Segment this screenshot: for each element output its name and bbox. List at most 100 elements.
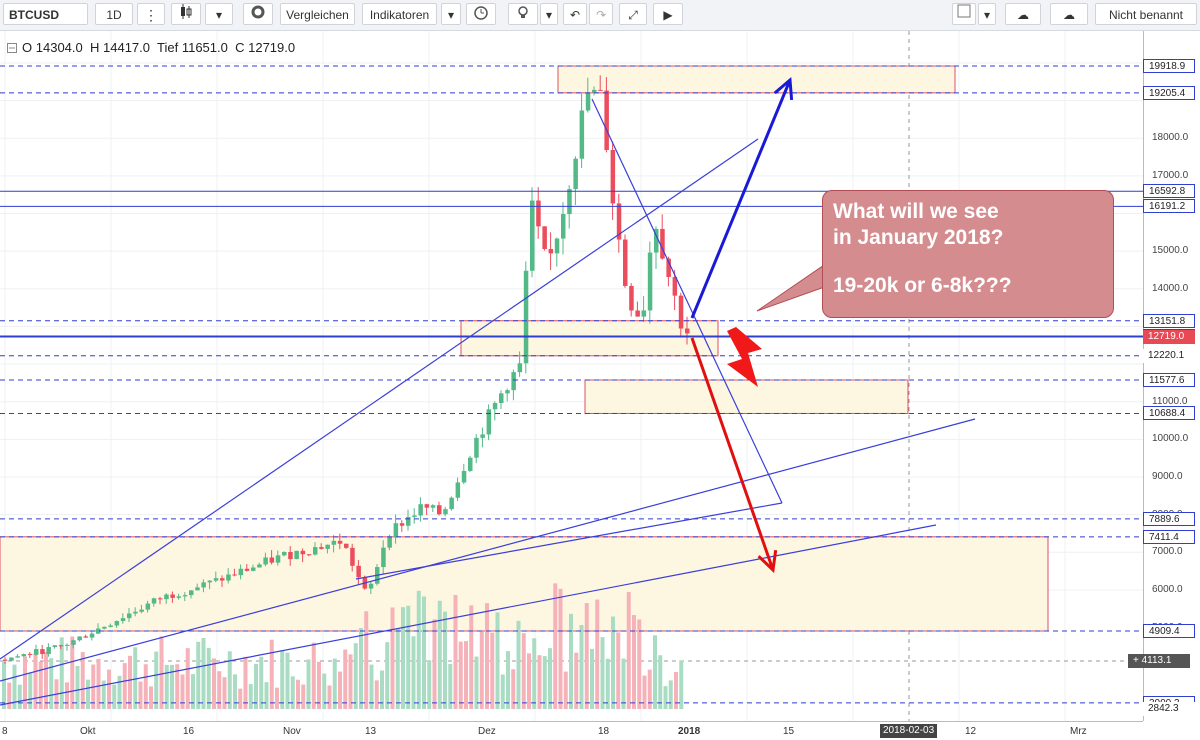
volume-bar bbox=[107, 669, 111, 709]
chevron-down-icon[interactable]: ▾ bbox=[978, 3, 996, 25]
cloud-download-icon[interactable]: ☁ bbox=[1005, 3, 1041, 25]
fullscreen-icon[interactable]: ⤢ bbox=[619, 3, 647, 25]
interval-dropdown-icon[interactable]: ⋮ bbox=[137, 3, 165, 25]
candle-body bbox=[331, 540, 337, 545]
volume-bar bbox=[626, 592, 631, 709]
gear-icon[interactable] bbox=[243, 3, 273, 25]
volume-bar bbox=[647, 669, 652, 709]
date-tick-label: 15 bbox=[783, 726, 795, 737]
candle-body bbox=[164, 594, 169, 600]
volume-bar bbox=[2, 662, 6, 709]
candle-body bbox=[505, 390, 510, 394]
candle-body bbox=[678, 295, 684, 329]
volume-bar bbox=[138, 681, 143, 709]
price-level-label: 10688.4 bbox=[1143, 406, 1195, 421]
volume-bar bbox=[122, 663, 127, 709]
volume-bar bbox=[511, 669, 516, 709]
candle-body bbox=[480, 434, 485, 438]
symbol-collapse-icon[interactable] bbox=[7, 43, 17, 53]
volume-bar bbox=[143, 664, 148, 709]
cloud-upload-icon[interactable]: ☁ bbox=[1050, 3, 1088, 25]
volume-bar bbox=[406, 605, 411, 709]
interval-label: 1D bbox=[106, 8, 122, 22]
candle-body bbox=[182, 595, 188, 597]
date-axis[interactable]: 8 Okt 16 Nov 13 Dez 18 2018 15 2018-02-03 12 Mrz bbox=[0, 721, 1143, 740]
callout-pointer bbox=[756, 260, 831, 312]
volume-bar bbox=[348, 654, 353, 709]
candle-body bbox=[430, 505, 436, 508]
volume-bar bbox=[485, 603, 489, 709]
volume-bar bbox=[280, 650, 285, 709]
color-square-icon[interactable] bbox=[952, 3, 976, 25]
interval-button[interactable]: 1D bbox=[95, 3, 133, 25]
candle-body bbox=[629, 285, 634, 311]
candle-body bbox=[34, 649, 39, 655]
volume-bar bbox=[553, 583, 558, 709]
candle-body bbox=[523, 270, 529, 364]
volume-bar bbox=[17, 684, 22, 709]
volume-bar bbox=[222, 677, 227, 709]
undo-icon[interactable]: ↶ bbox=[563, 3, 587, 25]
trend-line bbox=[0, 418, 976, 682]
volume-bar bbox=[679, 660, 684, 709]
candle-body bbox=[499, 393, 504, 404]
candle-body bbox=[406, 516, 411, 526]
volume-bar bbox=[453, 594, 458, 709]
volume-bar bbox=[238, 688, 243, 709]
volume-bar bbox=[343, 649, 348, 709]
volume-bar bbox=[201, 638, 206, 709]
volume-bar bbox=[385, 642, 390, 709]
chevron-down-icon[interactable]: ▾ bbox=[540, 3, 558, 25]
volume-bar bbox=[322, 673, 327, 709]
chevron-down-icon[interactable]: ▾ bbox=[205, 3, 233, 25]
candle-body bbox=[474, 437, 479, 458]
price-tick-label: 10000.0 bbox=[1152, 433, 1189, 445]
volume-bar bbox=[458, 641, 463, 709]
date-tick-label: 2018 bbox=[678, 726, 701, 737]
alert-clock-icon[interactable] bbox=[466, 3, 496, 25]
candle-body bbox=[263, 557, 268, 565]
volume-bar bbox=[233, 674, 237, 709]
candle-body bbox=[511, 372, 516, 391]
symbol-search-field[interactable]: BTCUSD bbox=[3, 3, 88, 25]
volume-bar bbox=[616, 632, 621, 709]
volume-bar bbox=[574, 652, 579, 709]
candle-body bbox=[108, 625, 113, 627]
price-level-label: 16191.2 bbox=[1143, 199, 1195, 214]
volume-bar bbox=[532, 638, 537, 709]
price-tick-label: 14000.0 bbox=[1152, 282, 1189, 294]
chart-pane[interactable] bbox=[0, 31, 1143, 721]
annotation-line-2: in January 2018? bbox=[833, 226, 1004, 249]
candle-body bbox=[65, 644, 70, 646]
volume-bar bbox=[86, 679, 90, 709]
volume-bar bbox=[642, 675, 647, 709]
volume-bar bbox=[632, 615, 636, 709]
candle-body bbox=[170, 594, 175, 598]
price-level-label: 19205.4 bbox=[1143, 85, 1195, 100]
layout-name-button[interactable]: Nicht benannt bbox=[1095, 3, 1197, 25]
compare-button[interactable]: Vergleichen bbox=[280, 3, 355, 25]
zone-box bbox=[0, 536, 1049, 632]
volume-bar bbox=[548, 648, 552, 709]
date-tick-label: 18 bbox=[598, 726, 610, 737]
volume-bar bbox=[227, 651, 232, 709]
volume-bar bbox=[75, 665, 80, 709]
redo-icon[interactable]: ↷ bbox=[589, 3, 613, 25]
price-level-label: 16592.8 bbox=[1143, 184, 1195, 199]
candle-body bbox=[598, 89, 603, 91]
indicators-button[interactable]: Indikatoren bbox=[362, 3, 437, 25]
candle-body bbox=[437, 505, 442, 515]
chevron-down-icon[interactable]: ▾ bbox=[441, 3, 461, 25]
annotation-callout[interactable]: What will we see in January 2018? 19-20k… bbox=[822, 190, 1114, 318]
zone-box bbox=[557, 65, 956, 94]
candle-body bbox=[530, 200, 535, 271]
play-icon[interactable]: ▶ bbox=[653, 3, 683, 25]
candle-body bbox=[21, 654, 27, 657]
candle-style-icon[interactable] bbox=[171, 3, 201, 25]
volume-bar bbox=[658, 655, 663, 709]
candle-body bbox=[418, 504, 423, 516]
candle-body bbox=[306, 554, 312, 556]
lightbulb-icon[interactable] bbox=[508, 3, 538, 25]
volume-bar bbox=[474, 656, 479, 709]
volume-bar bbox=[611, 616, 615, 709]
